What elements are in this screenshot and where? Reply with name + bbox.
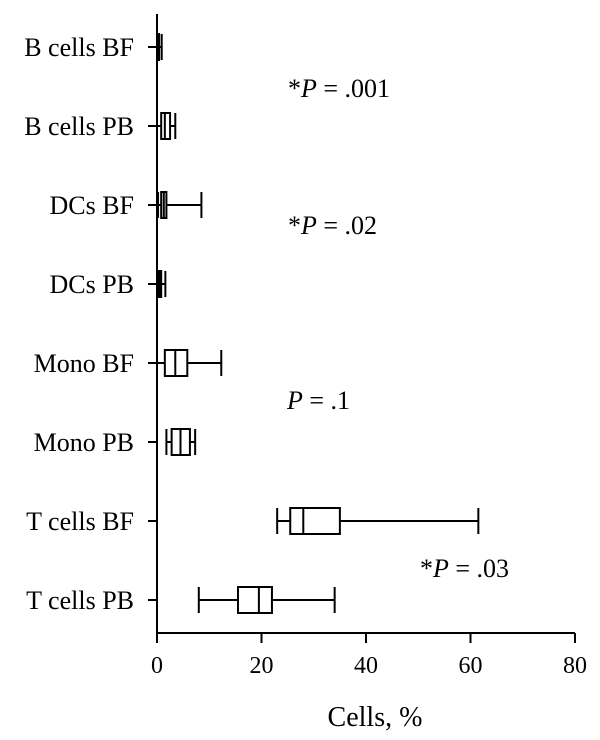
x-tick-label: 20 <box>250 653 274 679</box>
x-tick-label: 60 <box>459 653 483 679</box>
p-value-annotation: *P = .001 <box>288 74 390 103</box>
box-iqr <box>289 507 341 535</box>
x-tick-label: 0 <box>151 653 163 679</box>
y-axis-category-labels: B cells BF B cells PB DCs BF DCs PB Mono BF M… <box>24 33 134 615</box>
y-category-label: Mono PB <box>34 428 134 457</box>
p-value-annotation: *P = .03 <box>420 554 509 583</box>
plot-area <box>148 33 480 614</box>
p-value-annotation: *P = .02 <box>288 211 377 240</box>
y-category-label: B cells BF <box>24 33 134 62</box>
p-value-annotation: P = .1 <box>286 386 350 415</box>
y-category-label: Mono BF <box>34 349 134 378</box>
y-category-label: B cells PB <box>24 112 134 141</box>
y-category-label: DCs PB <box>49 270 134 299</box>
box-iqr <box>236 586 273 614</box>
x-tick-label: 80 <box>563 653 587 679</box>
y-category-label: DCs BF <box>49 191 134 220</box>
x-axis-title: Cells, % <box>328 702 423 733</box>
y-category-label: T cells BF <box>26 507 134 536</box>
p-value-annotations: *P = .001 *P = .02 P = .1 *P = .03 <box>286 74 509 583</box>
x-tick-label: 40 <box>354 653 378 679</box>
y-category-label: T cells PB <box>26 586 134 615</box>
x-axis-ticks: 0 20 40 60 80 <box>151 633 587 679</box>
